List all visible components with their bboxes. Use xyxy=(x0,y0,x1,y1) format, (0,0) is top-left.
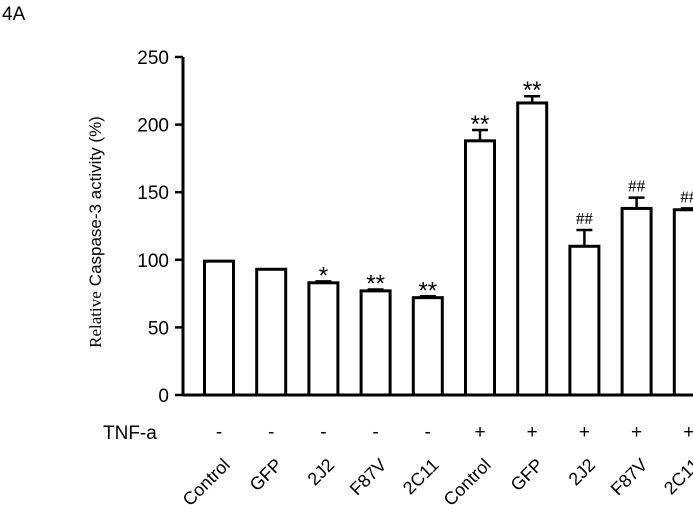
x-tick-label: Control xyxy=(179,455,234,510)
bar xyxy=(203,259,235,397)
significance-marker: ## xyxy=(576,209,594,228)
significance-marker: ** xyxy=(523,77,542,104)
bars xyxy=(203,94,693,397)
bar xyxy=(359,289,392,397)
y-tick-label: 250 xyxy=(137,48,169,69)
treatment-sign: + xyxy=(527,422,538,443)
x-tick-label: 2C11 xyxy=(660,455,693,499)
bar xyxy=(672,208,693,397)
y-tick-label: 200 xyxy=(137,116,169,137)
panel-label: 4A xyxy=(2,4,26,25)
x-tick-label: GFP xyxy=(246,455,286,495)
treatment-sign: + xyxy=(631,422,642,443)
significance-marker: ** xyxy=(418,277,437,304)
bar xyxy=(255,267,288,397)
significance-marker: * xyxy=(319,262,328,289)
treatment-sign: + xyxy=(474,422,485,443)
significance-marker: ** xyxy=(471,111,490,138)
bar xyxy=(620,206,653,397)
x-tick-label: 2J2 xyxy=(565,455,600,490)
treatment-sign: - xyxy=(268,422,274,443)
bar xyxy=(411,296,444,397)
treatment-sign: + xyxy=(683,422,693,443)
y-axis-label: Relative Caspase-3 activity (%) xyxy=(86,116,105,348)
x-tick-label: F87V xyxy=(346,455,391,500)
bar xyxy=(464,139,496,397)
treatment-sign: - xyxy=(372,422,378,443)
labels: -Control-GFP*-2J2**-F87V**-2C11**+Contro… xyxy=(103,77,693,510)
treatment-sign: + xyxy=(579,422,590,443)
treatment-sign: - xyxy=(216,422,222,443)
y-tick-label: 0 xyxy=(158,386,169,407)
y-tick-label: 50 xyxy=(148,318,169,339)
significance-marker: ## xyxy=(628,177,646,196)
x-tick-label: GFP xyxy=(507,455,547,495)
treatment-sign: - xyxy=(320,422,326,443)
bar xyxy=(516,101,549,397)
y-axis-label-main: Caspase-3 activity (%) xyxy=(86,116,105,286)
x-tick-label: 2C11 xyxy=(399,455,443,499)
significance-marker: ** xyxy=(366,271,385,298)
y-tick-label: 100 xyxy=(137,251,169,272)
significance-marker: ## xyxy=(680,187,693,206)
bar xyxy=(307,281,340,397)
treatment-label: TNF-a xyxy=(103,423,157,444)
x-tick-label: Control xyxy=(440,455,495,510)
bar xyxy=(568,244,601,397)
treatment-sign: - xyxy=(425,422,431,443)
x-tick-label: F87V xyxy=(607,455,652,500)
y-tick-label: 150 xyxy=(137,183,169,204)
x-tick-label: 2J2 xyxy=(304,455,339,490)
y-axis-label-prefix: Relative xyxy=(86,291,105,348)
